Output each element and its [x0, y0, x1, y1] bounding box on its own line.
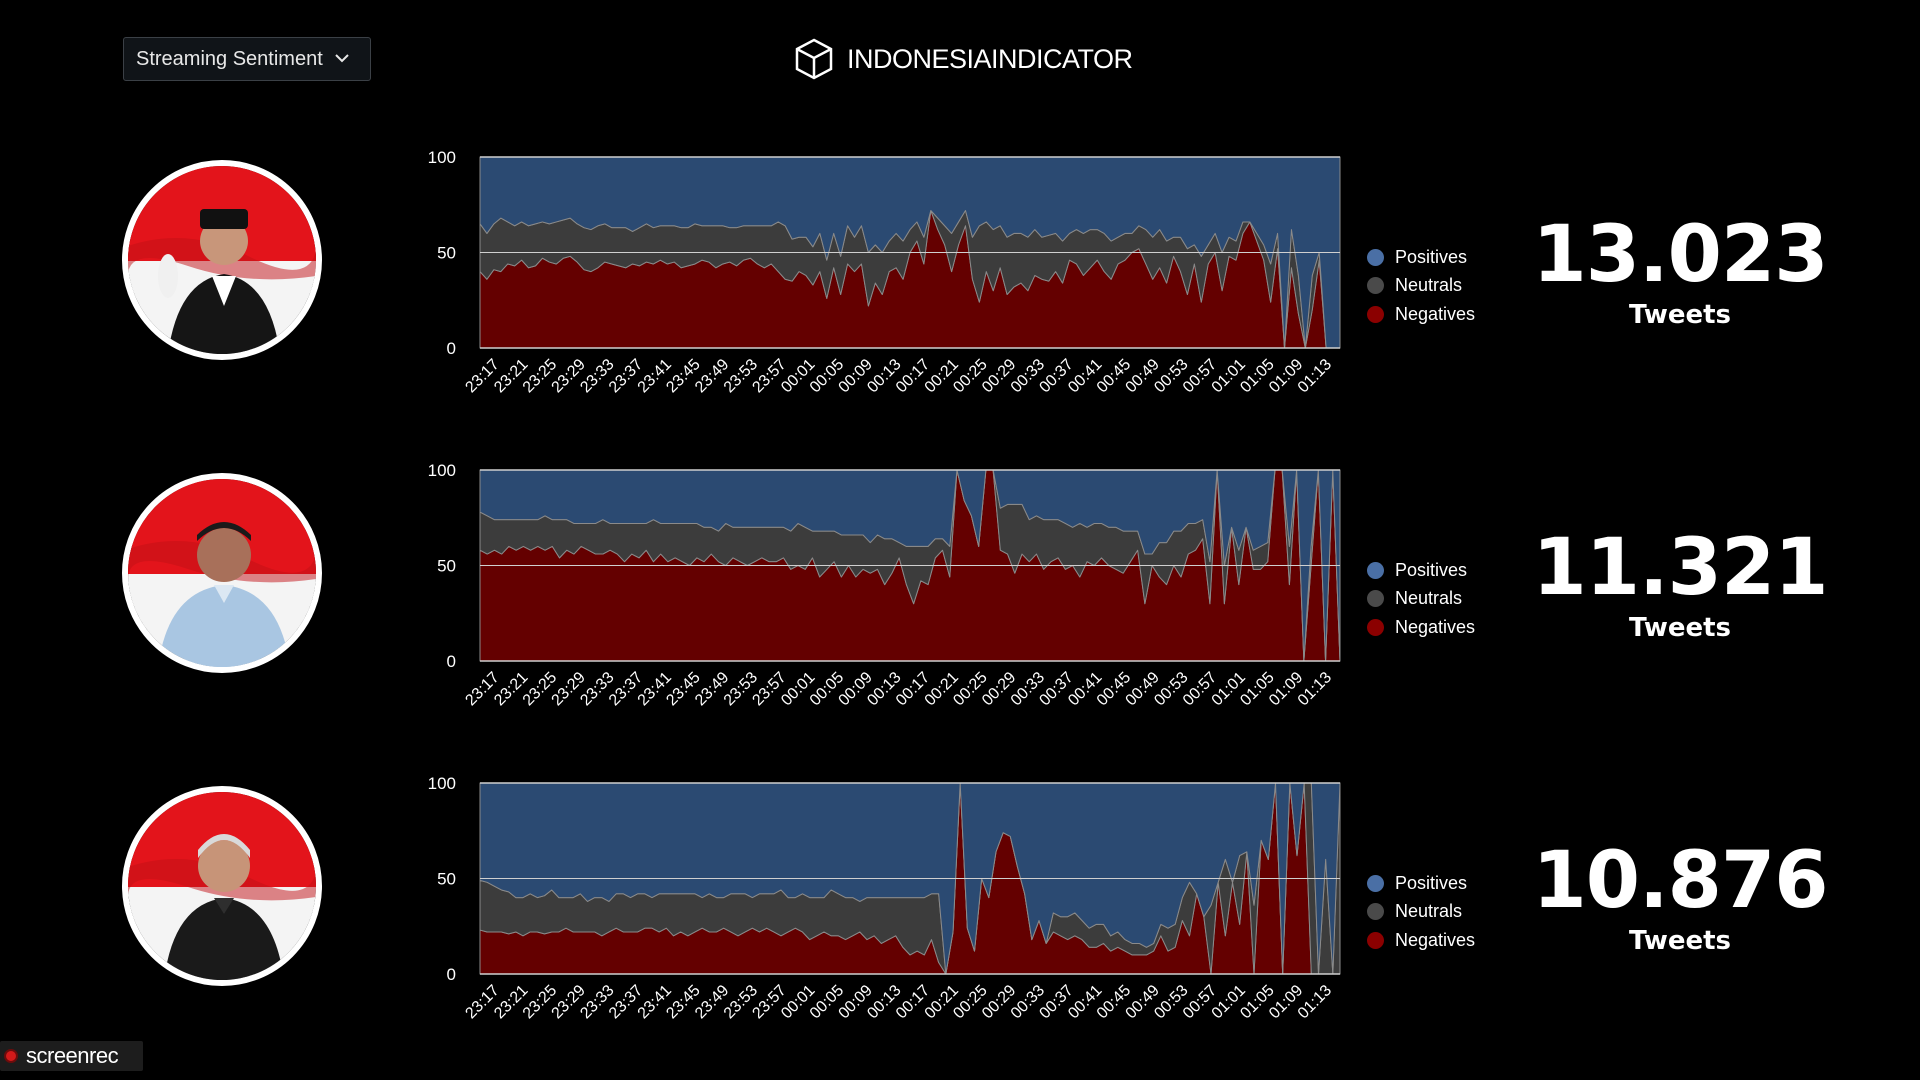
brand-name: INDONESIAINDICATOR	[847, 43, 1133, 74]
legend-label: Negatives	[1395, 303, 1476, 324]
tweet-count-card: 10.876 Tweets	[1520, 836, 1840, 958]
sentiment-chart: 05010023:1723:2123:2523:2923:3323:3723:4…	[428, 148, 1341, 396]
tweet-count-unit: Tweets	[1628, 300, 1732, 330]
brand-header: INDONESIAINDICATOR	[793, 35, 1133, 83]
x-tick-label: 01:13	[1295, 356, 1335, 396]
candidate-row: 0 50 100 23:17 23:21 23:25 23:29 23:33 23:37 23:4…	[0, 453, 1920, 753]
legend-dot-positives	[1367, 874, 1384, 892]
record-icon	[4, 1049, 18, 1063]
legend-label: Negatives	[1395, 616, 1476, 637]
y-tick-label: 100	[428, 148, 456, 167]
legend-label: Positives	[1395, 559, 1468, 580]
tweet-count-value: 11.321	[1532, 523, 1829, 613]
sentiment-chart: 05010023:1723:2123:2523:2923:3323:3723:4…	[428, 461, 1341, 709]
y-tick-label: 50	[437, 244, 456, 263]
legend-item-positives[interactable]: Positives	[1367, 556, 1475, 585]
legend-dot-negatives	[1367, 618, 1384, 636]
legend-label: Neutrals	[1395, 275, 1463, 296]
y-tick-label: 50	[437, 557, 456, 576]
legend-label: Positives	[1395, 246, 1468, 267]
screenrec-label: screenrec	[26, 1043, 119, 1068]
x-tick-label: 01:13	[1295, 982, 1335, 1022]
legend-item-neutrals[interactable]: Neutrals	[1367, 898, 1475, 927]
legend-item-negatives[interactable]: Negatives	[1367, 300, 1475, 329]
legend-item-negatives[interactable]: Negatives	[1367, 613, 1475, 642]
legend-dot-positives	[1367, 248, 1384, 266]
legend-dot-neutrals	[1367, 903, 1384, 921]
tweet-count-card: 11.321 Tweets	[1520, 523, 1840, 645]
y-tick-label: 100	[428, 461, 456, 480]
y-tick-label: 0	[447, 652, 456, 671]
legend-item-positives[interactable]: Positives	[1367, 243, 1475, 272]
candidate-avatar	[122, 786, 322, 986]
candidate-avatar	[122, 160, 322, 360]
tweet-count-unit: Tweets	[1628, 613, 1732, 643]
legend-dot-positives	[1367, 561, 1384, 579]
legend-item-negatives[interactable]: Negatives	[1367, 926, 1475, 955]
dropdown-label: Streaming Sentiment	[136, 47, 323, 70]
candidate-row: 0 50 100 23:17 23:21 23:25 23:29 23:33 23:37 23:4…	[0, 140, 1920, 440]
legend-item-positives[interactable]: Positives	[1367, 869, 1475, 898]
tweet-count-value: 13.023	[1532, 210, 1829, 300]
cube-logo-icon	[795, 38, 833, 80]
chart-legend: Positives Neutrals Negatives	[1367, 869, 1475, 955]
tweet-count-card: 13.023 Tweets	[1520, 210, 1840, 332]
legend-dot-negatives	[1367, 931, 1384, 949]
legend-item-neutrals[interactable]: Neutrals	[1367, 272, 1475, 301]
legend-label: Neutrals	[1395, 588, 1463, 609]
chart-legend: Positives Neutrals Negatives	[1367, 243, 1475, 329]
candidate-row: 0 50 100 23:17 23:21 23:25 23:29 23:33 23:37 23:4…	[0, 766, 1920, 1066]
legend-label: Negatives	[1395, 929, 1476, 950]
legend-label: Neutrals	[1395, 901, 1463, 922]
y-tick-label: 0	[447, 339, 456, 358]
legend-dot-neutrals	[1367, 590, 1384, 608]
legend-dot-negatives	[1367, 305, 1384, 323]
y-tick-label: 100	[428, 774, 456, 793]
view-selector-dropdown[interactable]: Streaming Sentiment	[123, 37, 371, 81]
legend-label: Positives	[1395, 872, 1468, 893]
chevron-down-icon	[335, 54, 349, 63]
sentiment-chart: 05010023:1723:2123:2523:2923:3323:3723:4…	[428, 774, 1341, 1022]
legend-dot-neutrals	[1367, 277, 1384, 295]
y-tick-label: 50	[437, 870, 456, 889]
x-tick-label: 01:13	[1295, 669, 1335, 709]
chart-legend: Positives Neutrals Negatives	[1367, 556, 1475, 642]
screenrec-badge: screenrec	[0, 1041, 143, 1071]
tweet-count-unit: Tweets	[1628, 926, 1732, 956]
tweet-count-value: 10.876	[1532, 836, 1829, 926]
candidate-avatar	[122, 473, 322, 673]
legend-item-neutrals[interactable]: Neutrals	[1367, 585, 1475, 614]
y-tick-label: 0	[447, 965, 456, 984]
